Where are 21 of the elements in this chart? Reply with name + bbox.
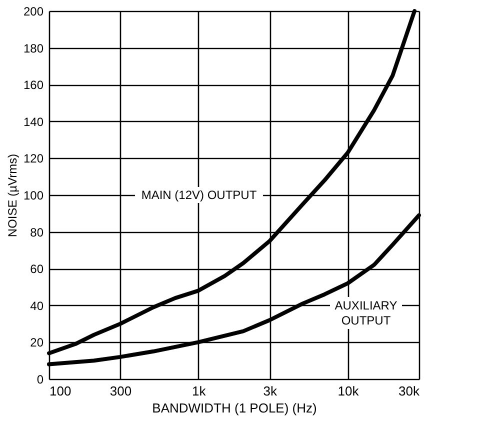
x-tick-label: 3k <box>263 384 278 398</box>
x-tick-label: 100 <box>50 384 72 398</box>
y-tick-label: 100 <box>23 188 44 202</box>
x-tick-label: 1k <box>192 384 206 398</box>
annotation: AUXILIARY OUTPUT <box>334 298 398 328</box>
x-tick-label: 30k <box>398 384 420 398</box>
y-tick-label: 80 <box>30 225 44 240</box>
y-tick-label: 120 <box>23 152 44 166</box>
y-tick-label: 160 <box>23 78 44 92</box>
y-tick-label: 60 <box>30 262 44 276</box>
x-axis-title: BANDWIDTH (1 POLE) (Hz) <box>152 400 317 416</box>
y-tick-label: 200 <box>23 4 44 18</box>
x-tick-label: 10k <box>338 384 360 398</box>
y-axis-title: NOISE (µVrms) <box>5 154 20 238</box>
x-tick-label: 300 <box>110 384 132 398</box>
annotation: MAIN (12V) OUTPUT <box>141 188 258 202</box>
y-tick-label: 140 <box>23 114 44 129</box>
y-tick-label: 0 <box>36 372 44 386</box>
y-tick-label: 20 <box>30 336 44 350</box>
y-tick-label: 180 <box>23 41 44 56</box>
y-tick-label: 40 <box>30 298 44 313</box>
